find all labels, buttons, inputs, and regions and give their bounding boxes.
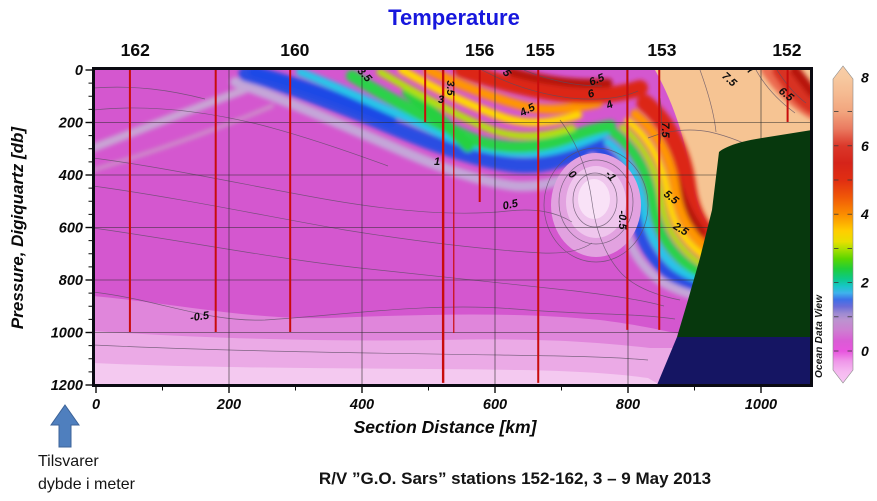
plot-frame <box>92 67 813 387</box>
colorbar: 8 6 4 2 0 Ocean Data View <box>814 65 869 384</box>
station-labels: 162 160 156 155 153 152 <box>121 40 802 60</box>
deep-water-mask <box>657 337 812 385</box>
x-tick-label: 600 <box>483 397 507 413</box>
contour-label: -0.5 <box>189 310 210 325</box>
depth-note-line2: dybde i meter <box>38 476 135 493</box>
contour-label: 7.5 <box>659 122 671 138</box>
x-axis-ticks: 0 200 400 600 800 1000 <box>92 386 777 413</box>
contour-label: 6.5 <box>588 71 607 88</box>
y-tick-label: 1000 <box>51 326 83 342</box>
odv-watermark: Ocean Data View <box>814 294 825 378</box>
colorbar-label: 2 <box>860 275 869 291</box>
contour-label: 1 <box>434 156 440 168</box>
cruise-caption: R/V ”G.O. Sars” stations 152-162, 3 – 9 … <box>318 469 712 488</box>
station-label-162: 162 <box>121 40 150 60</box>
contour-label: 5 <box>500 67 514 80</box>
y-tick-label: 600 <box>59 221 83 237</box>
station-label-155: 155 <box>526 40 555 60</box>
contour-label: 6 <box>586 87 596 101</box>
colorbar-label: 6 <box>861 138 869 154</box>
contour-label: 3 <box>438 94 444 106</box>
x-tick-label: 400 <box>349 397 374 413</box>
y-tick-label: 200 <box>58 116 83 132</box>
y-tick-label: 1200 <box>51 378 83 394</box>
x-axis-label: Section Distance [km] <box>353 417 537 437</box>
colorbar-gradient <box>832 65 854 384</box>
depth-note-line1: Tilsvarer <box>38 453 99 470</box>
cold-eddy <box>551 153 641 257</box>
station-label-160: 160 <box>280 40 309 60</box>
contour-lines <box>93 70 807 361</box>
colorbar-labels: 8 6 4 2 0 <box>860 69 869 359</box>
colorbar-label: 0 <box>861 343 869 359</box>
x-tick-label: 800 <box>616 397 640 413</box>
y-axis-ticks: 0 200 400 600 800 1000 1200 <box>51 63 92 394</box>
station-label-152: 152 <box>772 40 801 60</box>
contour-label: -0.5 <box>616 211 628 231</box>
colorbar-label: 8 <box>861 69 869 85</box>
station-label-153: 153 <box>647 40 676 60</box>
contour-label: 7 <box>745 64 757 78</box>
colorbar-ticks <box>834 111 852 352</box>
y-tick-label: 400 <box>58 168 83 184</box>
x-tick-label: 1000 <box>745 397 777 413</box>
station-lines <box>128 70 789 383</box>
contour-label: 0.5 <box>502 197 520 212</box>
thermocline-bands <box>93 70 812 305</box>
x-tick-label: 0 <box>92 397 100 413</box>
y-tick-label: 800 <box>59 273 83 289</box>
up-arrow-icon <box>50 404 80 448</box>
contour-label: 4 <box>604 99 616 113</box>
station-label-156: 156 <box>465 40 494 60</box>
colorbar-label: 4 <box>860 206 869 222</box>
page-title: Temperature <box>388 5 520 30</box>
bathymetry-seafloor <box>657 130 812 385</box>
depth-note: Tilsvarer dybde i meter <box>38 450 135 496</box>
x-tick-label: 200 <box>216 397 241 413</box>
contour-label: 3.5 <box>444 80 456 96</box>
y-tick-label: 0 <box>75 63 83 79</box>
